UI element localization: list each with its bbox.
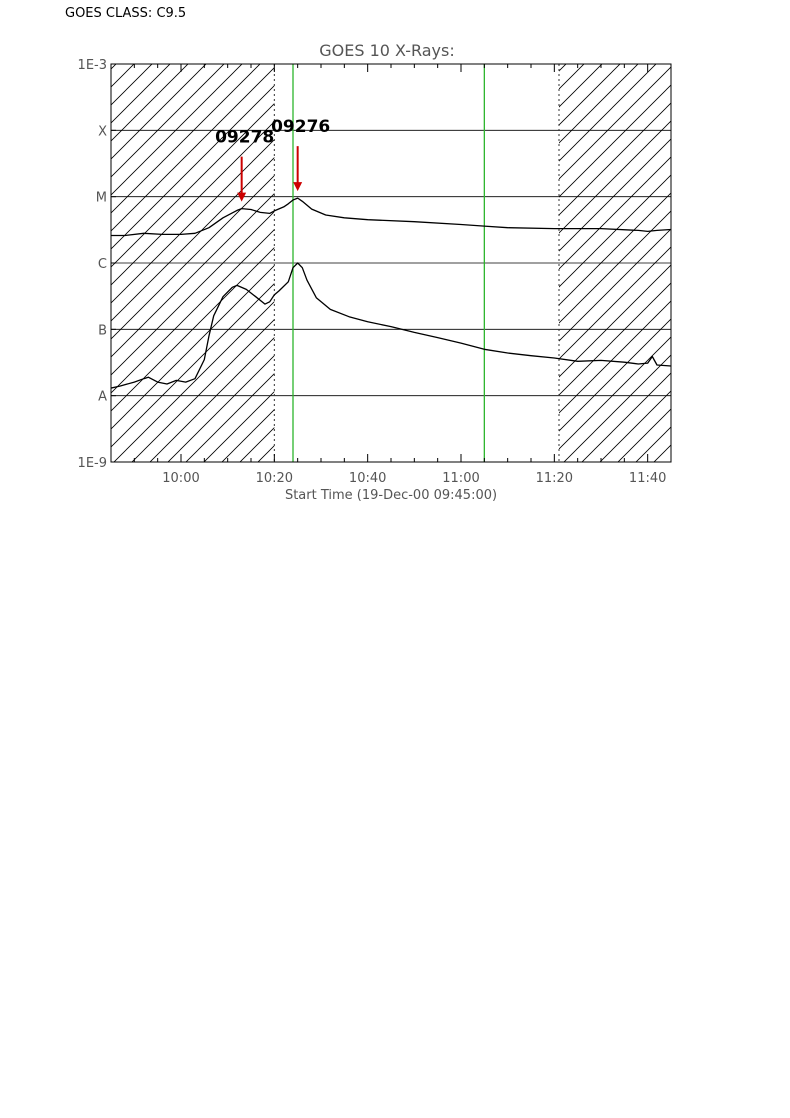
short-wavelength-flux-curve (111, 262, 671, 389)
arrow-head-09276 (293, 182, 303, 192)
x-tick-label-1140: 11:40 (629, 471, 666, 486)
y-gridlines (111, 129, 671, 397)
x-tick-label-1100: 11:00 (442, 471, 479, 486)
arrow-head-09278 (237, 192, 247, 202)
x-tick-label-1120: 11:20 (536, 471, 573, 486)
y-tick-label-b: B (98, 323, 107, 338)
annotation-label-09278: 09278 (215, 128, 274, 148)
flux-curves (111, 197, 671, 389)
y-tick-label-m: M (96, 191, 107, 206)
goes-xray-chart: GOES 10 X-Rays: 1E-9 A B C M X 1E-3 10:00 10:20… (78, 41, 672, 503)
annotation-label-09276: 09276 (271, 117, 330, 137)
time-markers (273, 64, 560, 462)
y-tick-label-x: X (98, 124, 107, 139)
x-tick-label-1000: 10:00 (162, 471, 199, 486)
y-tick-label-c: C (98, 257, 107, 272)
goes-class-label: GOES CLASS: (65, 6, 153, 21)
x-axis-ticks: 10:00 10:20 10:40 11:00 11:20 11:40 (110, 64, 672, 486)
chart-title: GOES 10 X-Rays: (319, 41, 455, 60)
x-tick-label-1040: 10:40 (349, 471, 386, 486)
y-tick-label-a: A (98, 390, 107, 405)
y-tick-label-1e3: 1E-3 (78, 58, 107, 73)
goes-class-header: GOES CLASS: C9.5 (65, 6, 186, 21)
x-axis-label: Start Time (19-Dec-00 09:45:00) (285, 488, 497, 503)
goes-class-value: C9.5 (156, 6, 187, 21)
x-tick-label-1020: 10:20 (256, 471, 293, 486)
y-tick-label-1e9: 1E-9 (78, 456, 107, 471)
long-wavelength-flux-curve (111, 197, 671, 237)
y-axis-ticks: 1E-9 A B C M X 1E-3 (78, 58, 116, 471)
